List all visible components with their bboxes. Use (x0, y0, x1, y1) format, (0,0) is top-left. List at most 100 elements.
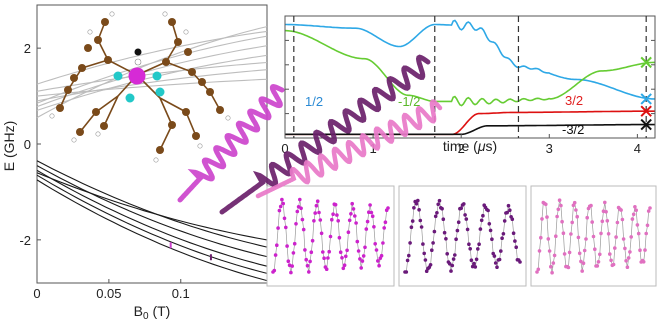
rabi-data-point (321, 250, 325, 254)
rabi-data-point (470, 264, 475, 269)
rabi-data-point (330, 217, 334, 222)
rabi-data-point (298, 197, 302, 202)
rabi-data-point (497, 257, 502, 262)
rabi-data-point (593, 247, 597, 251)
rabi-data-point (575, 214, 579, 219)
rabi-data-point (631, 212, 636, 217)
rabi-data-point (502, 219, 507, 223)
rabi-data-point (441, 217, 446, 221)
rabi-data-point (454, 237, 458, 241)
rabi-data-point (280, 197, 284, 202)
rabi-data-point (556, 207, 561, 212)
rabi-data-point (611, 262, 616, 267)
rabi-insets (266, 185, 657, 287)
rabi-data-point (369, 210, 374, 215)
rabi-data-point (535, 270, 539, 274)
population-line (285, 123, 655, 136)
rabi-data-point (508, 208, 512, 212)
rabi-data-point (546, 237, 551, 241)
rabi-data-point (626, 256, 631, 260)
dynamics-right-ticks (285, 39, 655, 115)
rabi-data-point (338, 250, 343, 254)
end-markers (640, 56, 652, 131)
rabi-data-point (324, 267, 329, 272)
rabi-data-point (537, 249, 542, 253)
rabi-data-point (566, 265, 571, 270)
rabi-data-point (506, 203, 511, 208)
dynamics-x-tick-label: 1 (369, 141, 376, 156)
rabi-data-point (416, 198, 420, 203)
population-line (285, 110, 655, 136)
rabi-data-point (490, 237, 494, 241)
rabi-data-point (405, 258, 410, 263)
rabi-data-point (376, 259, 380, 263)
rabi-data-point (365, 219, 370, 224)
rabi-data-point (474, 257, 479, 262)
dynamics-x-ticks: 0 1 2 3 4 (281, 134, 641, 156)
rabi-data-point (445, 252, 450, 256)
rabi-data-point (305, 263, 310, 268)
rabi-data-point (469, 258, 474, 263)
rabi-data-point (379, 253, 384, 258)
rabi-data-point (450, 263, 455, 268)
rabi-data-point (624, 259, 628, 263)
rabi-data-point (467, 242, 471, 246)
rabi-data-point (646, 209, 651, 213)
rabi-data-point (412, 206, 416, 210)
rabi-data-point (600, 219, 605, 224)
zeeman-level-line-upper (36, 78, 268, 97)
zeeman-y-ticks: 2 0 -2 (19, 41, 41, 248)
microwave-wiggle-arrow (219, 54, 431, 215)
rabi-data-point (464, 217, 469, 221)
zeeman-y-tick-label: 2 (24, 41, 31, 56)
rabi-data-point (317, 210, 321, 215)
rabi-data-point (436, 202, 441, 207)
rabi-data-point (345, 248, 349, 253)
zeeman-y-tick-label: 0 (24, 137, 31, 152)
rabi-data-point (351, 207, 356, 211)
rabi-data-point (414, 202, 419, 206)
level-label-minus-three-halves: -3/2 (562, 122, 584, 137)
zeeman-x-tick-label: 0 (33, 286, 40, 301)
rabi-data-point (342, 263, 347, 268)
zeeman-panel: 0 0.05 0.1 2 0 -2 B0 (T) E (GHz) (1, 4, 268, 322)
rabi-data-point (285, 244, 289, 248)
rabi-data-point (289, 270, 293, 275)
rabi-data-point (340, 255, 344, 260)
rabi-inset-1-data (271, 197, 390, 275)
rabi-data-point (346, 230, 351, 234)
rabi-data-point (372, 225, 376, 229)
level-label-minus-half: -1/2 (398, 94, 420, 109)
rabi-data-point (459, 206, 464, 210)
rabi-data-point (481, 213, 485, 218)
rabi-data-point (559, 203, 563, 208)
rabi-data-point (634, 208, 638, 212)
rabi-data-point (275, 243, 279, 247)
rabi-data-point (430, 248, 434, 252)
dynamics-x-tick-label: 2 (458, 141, 465, 156)
rabi-data-point (295, 209, 300, 214)
rabi-data-point (551, 261, 556, 265)
rabi-data-point (282, 216, 287, 221)
rabi-data-point (613, 246, 617, 250)
microwave-drive-arrows (177, 54, 443, 215)
rabi-data-point (319, 231, 324, 236)
rabi-data-point (304, 257, 309, 262)
rabi-data-point (488, 228, 493, 233)
rabi-data-point (500, 236, 504, 240)
rabi-data-point (511, 231, 516, 235)
rabi-data-point (550, 270, 554, 275)
rabi-data-point (322, 256, 326, 261)
rabi-data-point (431, 241, 435, 245)
rabi-data-point (463, 213, 467, 217)
rabi-data-point (605, 219, 610, 223)
rabi-data-point (562, 252, 567, 256)
rabi-data-point (456, 220, 461, 224)
rabi-data-point (453, 253, 457, 257)
rabi-data-point (648, 206, 652, 210)
rabi-data-point (472, 261, 476, 266)
rabi-data-point (492, 254, 497, 258)
rabi-data-point (582, 248, 587, 253)
dynamics-x-axis-label: time (μs) (443, 138, 497, 154)
rabi-data-point (604, 210, 608, 214)
